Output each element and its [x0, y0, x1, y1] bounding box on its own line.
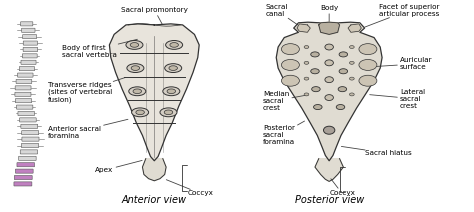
Ellipse shape: [325, 60, 333, 66]
Text: Median
sacral
crest: Median sacral crest: [263, 91, 308, 111]
Ellipse shape: [359, 59, 377, 70]
Text: Transverse ridges
(sites of vertebral
fusion): Transverse ridges (sites of vertebral fu…: [48, 77, 126, 103]
Ellipse shape: [282, 75, 300, 86]
Ellipse shape: [170, 43, 178, 47]
Ellipse shape: [349, 46, 354, 49]
FancyBboxPatch shape: [15, 86, 31, 90]
FancyBboxPatch shape: [20, 22, 33, 26]
FancyBboxPatch shape: [19, 118, 36, 122]
Ellipse shape: [164, 110, 173, 115]
Text: Coccyx: Coccyx: [166, 180, 213, 196]
FancyBboxPatch shape: [21, 124, 38, 128]
Ellipse shape: [133, 89, 142, 93]
Ellipse shape: [338, 87, 346, 92]
FancyBboxPatch shape: [18, 73, 33, 77]
Ellipse shape: [131, 66, 140, 70]
Ellipse shape: [336, 105, 345, 110]
Text: Coccyx: Coccyx: [329, 179, 355, 196]
Ellipse shape: [167, 89, 175, 93]
FancyBboxPatch shape: [20, 150, 37, 154]
Text: Sacral
canal: Sacral canal: [265, 4, 299, 25]
FancyBboxPatch shape: [17, 105, 33, 109]
Ellipse shape: [339, 52, 347, 57]
Ellipse shape: [126, 40, 143, 49]
Ellipse shape: [165, 40, 182, 49]
Text: Auricular
surface: Auricular surface: [370, 57, 433, 70]
FancyBboxPatch shape: [19, 67, 35, 71]
FancyBboxPatch shape: [22, 131, 39, 135]
Ellipse shape: [127, 64, 144, 73]
FancyBboxPatch shape: [16, 169, 33, 173]
Text: Anterior sacral
foramina: Anterior sacral foramina: [48, 119, 128, 139]
FancyBboxPatch shape: [15, 92, 31, 96]
Text: Sacral hiatus: Sacral hiatus: [341, 146, 411, 156]
Text: Sacral promontory: Sacral promontory: [121, 7, 188, 25]
Ellipse shape: [129, 87, 146, 96]
Polygon shape: [315, 159, 343, 181]
Ellipse shape: [349, 61, 354, 64]
Ellipse shape: [304, 77, 309, 80]
Ellipse shape: [311, 52, 319, 57]
FancyBboxPatch shape: [21, 144, 38, 148]
Ellipse shape: [359, 75, 377, 86]
FancyBboxPatch shape: [16, 80, 32, 84]
Ellipse shape: [164, 64, 182, 73]
FancyBboxPatch shape: [18, 156, 36, 160]
Polygon shape: [109, 24, 199, 161]
Polygon shape: [348, 24, 361, 32]
Text: Posterior
sacral
foramina: Posterior sacral foramina: [263, 121, 304, 145]
Ellipse shape: [130, 43, 139, 47]
Ellipse shape: [312, 87, 320, 92]
Ellipse shape: [325, 95, 333, 100]
Text: Posterior view: Posterior view: [294, 195, 364, 205]
Ellipse shape: [163, 87, 180, 96]
FancyBboxPatch shape: [14, 176, 32, 180]
Polygon shape: [143, 159, 166, 181]
FancyBboxPatch shape: [15, 99, 32, 103]
FancyBboxPatch shape: [18, 112, 35, 116]
Text: Body: Body: [320, 5, 338, 24]
Ellipse shape: [169, 66, 177, 70]
Ellipse shape: [304, 46, 309, 49]
Ellipse shape: [349, 93, 354, 96]
Ellipse shape: [282, 59, 300, 70]
Ellipse shape: [339, 69, 347, 74]
Polygon shape: [319, 22, 339, 34]
Text: Apex: Apex: [95, 160, 142, 173]
FancyBboxPatch shape: [23, 41, 37, 45]
FancyBboxPatch shape: [21, 60, 36, 64]
Ellipse shape: [282, 44, 300, 55]
FancyBboxPatch shape: [17, 163, 35, 167]
FancyBboxPatch shape: [23, 47, 37, 52]
FancyBboxPatch shape: [14, 182, 32, 186]
Polygon shape: [297, 24, 310, 32]
Text: Body of first
sacral vertebra: Body of first sacral vertebra: [62, 39, 137, 58]
Ellipse shape: [349, 77, 354, 80]
Ellipse shape: [323, 126, 335, 134]
Ellipse shape: [359, 44, 377, 55]
Ellipse shape: [160, 108, 177, 117]
FancyBboxPatch shape: [22, 137, 39, 141]
Ellipse shape: [136, 110, 145, 115]
Ellipse shape: [325, 77, 333, 83]
FancyBboxPatch shape: [23, 35, 36, 39]
Text: Lateral
sacral
crest: Lateral sacral crest: [370, 89, 425, 109]
Ellipse shape: [132, 108, 149, 117]
Ellipse shape: [304, 93, 309, 96]
Ellipse shape: [311, 69, 319, 74]
Polygon shape: [276, 22, 382, 161]
Text: Facet of superior
articular process: Facet of superior articular process: [365, 4, 439, 27]
Ellipse shape: [314, 105, 322, 110]
FancyBboxPatch shape: [22, 54, 37, 58]
FancyBboxPatch shape: [22, 28, 35, 32]
Ellipse shape: [304, 61, 309, 64]
Ellipse shape: [325, 44, 333, 50]
Text: Anterior view: Anterior view: [122, 195, 187, 205]
